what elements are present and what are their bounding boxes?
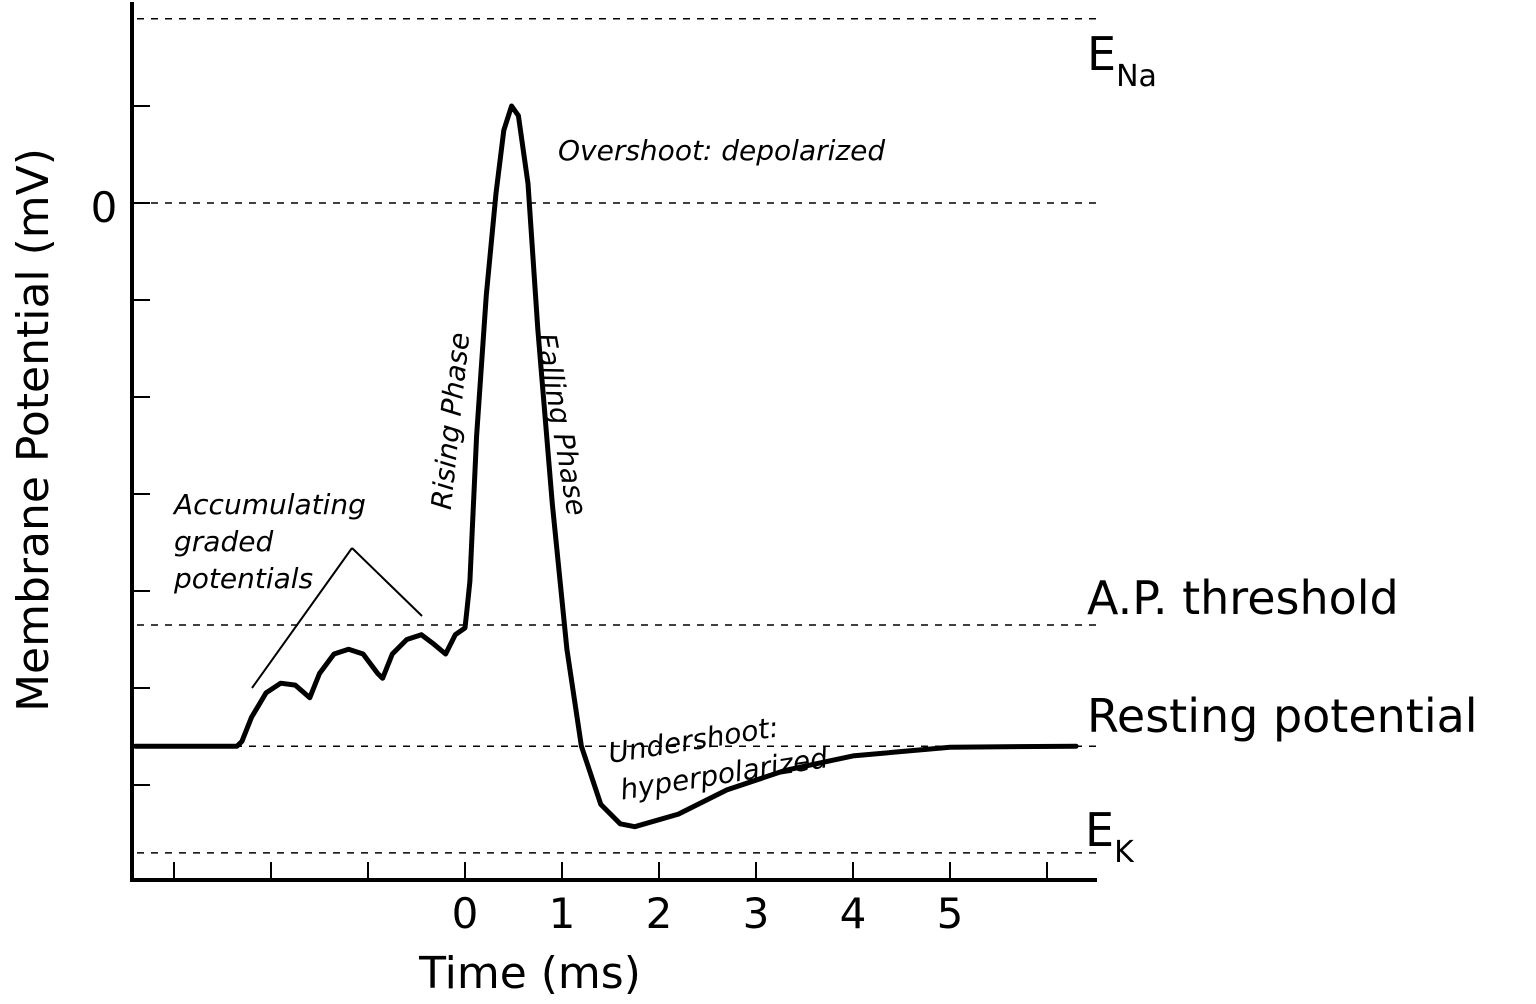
ena-label: ENa [1087,27,1157,94]
action-potential-curve [132,103,1079,830]
x-tick-label: 3 [743,889,770,938]
x-axis-title: Time (ms) [418,948,641,999]
graded-potentials-pointer [251,547,423,689]
x-tick-label: 4 [840,889,867,938]
annotation-potentials: potentials [173,562,313,595]
y-axis-ticks [132,105,150,786]
x-tick-labels: 0 1 2 3 4 5 [452,889,964,938]
annotation-falling-phase: Falling Phase [529,331,594,519]
annotation-overshoot: Overshoot: depolarized [558,134,885,167]
x-tick-label: 5 [937,889,964,938]
x-axis-ticks [173,862,1048,880]
y-tick-label-zero: 0 [91,183,118,232]
annotation-accumulating: Accumulating [172,488,366,521]
x-tick-label: 2 [646,889,673,938]
ek-label: EK [1085,803,1135,870]
resting-label: Resting potential [1087,689,1478,743]
x-tick-label: 1 [549,889,576,938]
y-axis-title: Membrane Potential (mV) [8,148,59,712]
pointer-line-right [351,547,423,617]
annotation-graded: graded [174,525,273,558]
pointer-line-left [251,547,353,689]
x-tick-label: 0 [452,889,479,938]
reference-line-labels: ENa A.P. threshold Resting potential EK [1085,27,1478,870]
annotation-rising-phase: Rising Phase [425,331,476,511]
threshold-label: A.P. threshold [1087,571,1399,625]
